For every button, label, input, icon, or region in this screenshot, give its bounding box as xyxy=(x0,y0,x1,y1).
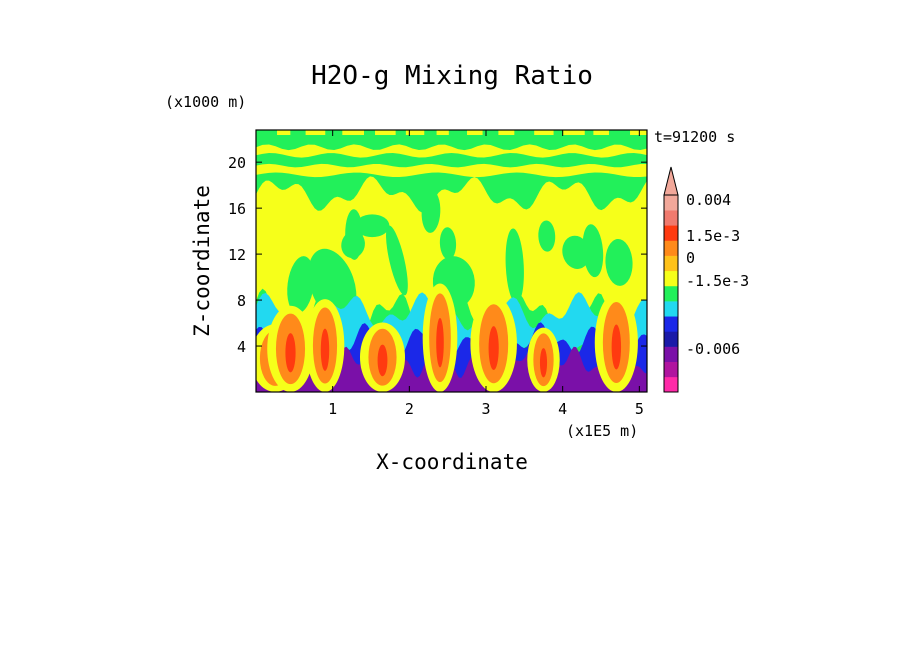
colorbar-segment xyxy=(664,285,678,302)
layer-green-patch xyxy=(386,225,408,296)
y-tick-label: 20 xyxy=(228,154,246,172)
layer-yellow-top-cell xyxy=(630,130,647,135)
layer-yellow-strip-2 xyxy=(256,144,647,158)
plot-frame xyxy=(255,129,648,393)
plume-red-core xyxy=(611,324,622,370)
colorbar-segment xyxy=(664,346,678,362)
layer-yellow-strip-1 xyxy=(256,163,647,178)
colorbar-label: -0.006 xyxy=(686,340,740,358)
y-tick-label: 12 xyxy=(228,246,246,264)
colorbar-segment xyxy=(664,270,678,287)
colorbar-extend-arrow xyxy=(663,166,679,196)
colorbar-segment xyxy=(664,361,678,378)
colorbar-segment xyxy=(664,240,678,256)
x-axis-label: X-coordinate xyxy=(376,450,528,474)
x-tick-label: 2 xyxy=(405,400,414,418)
y-unit-label: (x1000 m) xyxy=(165,93,246,111)
layer-green-patch xyxy=(421,190,441,233)
x-tick-label: 4 xyxy=(558,400,567,418)
y-tick-label: 16 xyxy=(228,200,246,218)
layer-green-patch xyxy=(505,228,524,304)
layer-green-patch xyxy=(354,214,390,238)
colorbar-label: 0 xyxy=(686,249,695,267)
layer-yellow-top-cell xyxy=(498,130,515,135)
plume-red-core xyxy=(436,318,444,368)
colorbar-label: 1.5e-3 xyxy=(686,227,740,245)
layer-green-patch xyxy=(582,224,604,278)
x-tick-label: 3 xyxy=(481,400,490,418)
layer-green-patch xyxy=(605,239,633,286)
layer-yellow-top-cell xyxy=(305,130,326,135)
y-tick-label: 8 xyxy=(237,292,246,310)
layer-yellow-top-cell xyxy=(467,130,483,135)
layer-green-patch xyxy=(341,231,365,259)
plume-red-core xyxy=(539,348,548,378)
layer-yellow-top-cell xyxy=(375,130,396,135)
layer-green-patch xyxy=(538,220,556,252)
colorbar-segment xyxy=(664,255,678,272)
plume-red-core xyxy=(488,326,499,371)
chart-title: H2O-g Mixing Ratio xyxy=(311,61,593,91)
colorbar-label: 0.004 xyxy=(686,191,731,209)
y-tick-label: 4 xyxy=(237,338,246,356)
plot-area xyxy=(256,130,647,392)
colorbar-segment xyxy=(664,225,678,241)
y-axis-label: Z-coordinate xyxy=(190,185,214,337)
plume-red-core xyxy=(285,333,296,373)
colorbar-segment xyxy=(664,210,678,226)
layer-yellow-top-cell xyxy=(405,130,425,135)
plume-red-core xyxy=(320,328,330,371)
layer-yellow-top-cell xyxy=(534,130,554,135)
time-label: t=91200 s xyxy=(654,128,735,146)
colorbar-segment xyxy=(664,376,678,393)
colorbar-labels: 0.004 1.5e-3 0 -1.5e-3 -0.006 xyxy=(686,191,749,358)
colorbar-segment xyxy=(664,316,678,332)
layer-yellow-top-cell xyxy=(277,130,291,135)
layer-yellow-top-cell xyxy=(593,130,609,135)
layer-yellow-top-cell xyxy=(563,130,585,135)
layer-green-patch xyxy=(562,235,590,269)
y-axis: 4 8 12 16 20 xyxy=(228,154,647,356)
colorbar xyxy=(663,166,679,393)
x-tick-label: 5 xyxy=(635,400,644,418)
x-unit-label: (x1E5 m) xyxy=(566,422,638,440)
colorbar-segment xyxy=(664,331,678,347)
layer-green-patch xyxy=(287,256,315,314)
layer-yellow-top-cell xyxy=(342,130,364,135)
x-tick-label: 1 xyxy=(328,400,337,418)
colorbar-segment xyxy=(664,301,678,317)
colorbar-segment xyxy=(664,195,678,211)
x-axis: 1 2 3 4 5 xyxy=(328,130,644,418)
colorbar-label: -1.5e-3 xyxy=(686,272,749,290)
layer-yellow-top-cell xyxy=(436,130,449,135)
plume-red-core xyxy=(377,344,388,377)
colorbar-frame xyxy=(663,194,679,393)
layer-green-patch xyxy=(439,227,457,260)
